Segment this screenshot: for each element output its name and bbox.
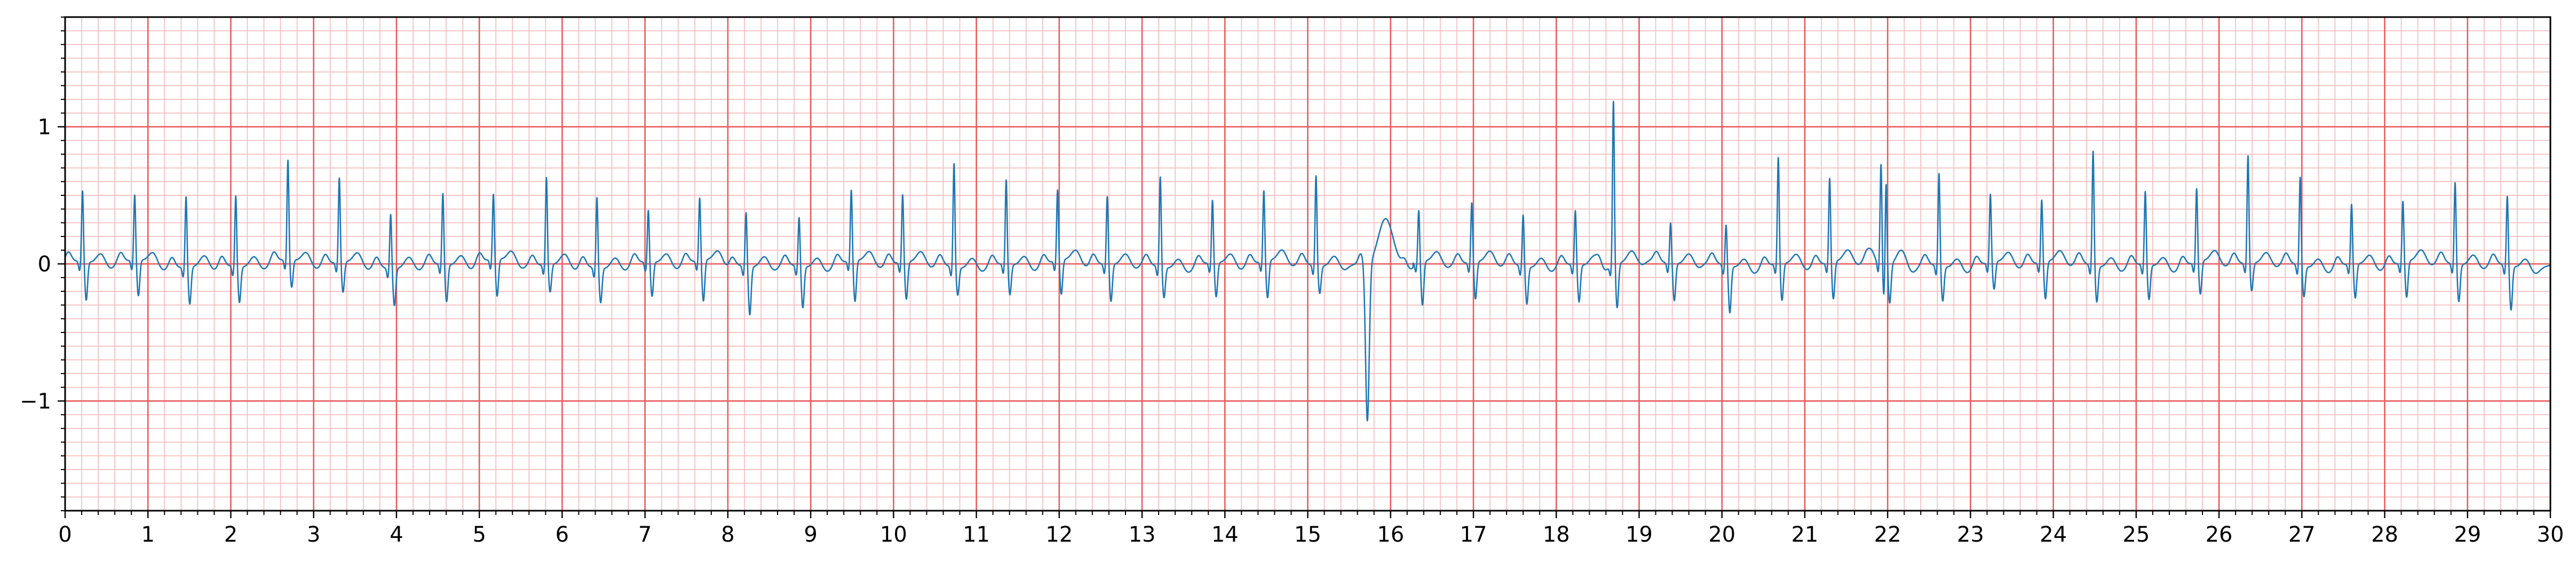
x-tick-label: 18 — [1543, 522, 1570, 547]
x-tick-label: 8 — [721, 522, 734, 547]
x-tick-label: 5 — [472, 522, 486, 547]
x-tick-label: 21 — [1791, 522, 1818, 547]
trace-layer — [64, 100, 2551, 422]
x-tick-label: 6 — [556, 522, 569, 547]
x-tick-label: 24 — [2040, 522, 2067, 547]
y-tick-label: 1 — [38, 115, 51, 140]
x-tick-label: 28 — [2371, 522, 2398, 547]
x-tick-label: 20 — [1708, 522, 1735, 547]
x-tick-label: 30 — [2537, 522, 2564, 547]
x-tick-label: 12 — [1045, 522, 1073, 547]
y-axis-ticks: −1 0 1 — [20, 17, 65, 511]
x-tick-label: 11 — [963, 522, 990, 547]
x-tick-label: 0 — [58, 522, 72, 547]
x-tick-label: 13 — [1129, 522, 1156, 547]
x-tick-label: 15 — [1294, 522, 1321, 547]
x-tick-label: 4 — [390, 522, 403, 547]
x-tick-label: 22 — [1874, 522, 1901, 547]
x-tick-label: 3 — [307, 522, 320, 547]
x-tick-label: 7 — [638, 522, 652, 547]
x-tick-label: 27 — [2288, 522, 2316, 547]
x-tick-label: 25 — [2122, 522, 2150, 547]
y-tick-label: 0 — [38, 252, 51, 277]
x-tick-label: 14 — [1211, 522, 1239, 547]
x-tick-label: 26 — [2206, 522, 2233, 547]
x-tick-label: 1 — [141, 522, 155, 547]
x-tick-label: 19 — [1626, 522, 1653, 547]
x-tick-label: 16 — [1377, 522, 1404, 547]
ecg-trace — [64, 100, 2551, 422]
x-tick-label: 9 — [804, 522, 817, 547]
x-tick-label: 10 — [880, 522, 907, 547]
x-tick-label: 23 — [1957, 522, 1984, 547]
x-axis-ticks: 0 1 2 3 4 5 6 7 8 9 10 11 12 13 14 15 16 17 18 19 20 21 22 23 24… — [58, 511, 2564, 547]
x-tick-label: 17 — [1460, 522, 1487, 547]
y-tick-label: −1 — [20, 389, 51, 414]
x-tick-label: 2 — [224, 522, 237, 547]
x-tick-label: 29 — [2454, 522, 2481, 547]
